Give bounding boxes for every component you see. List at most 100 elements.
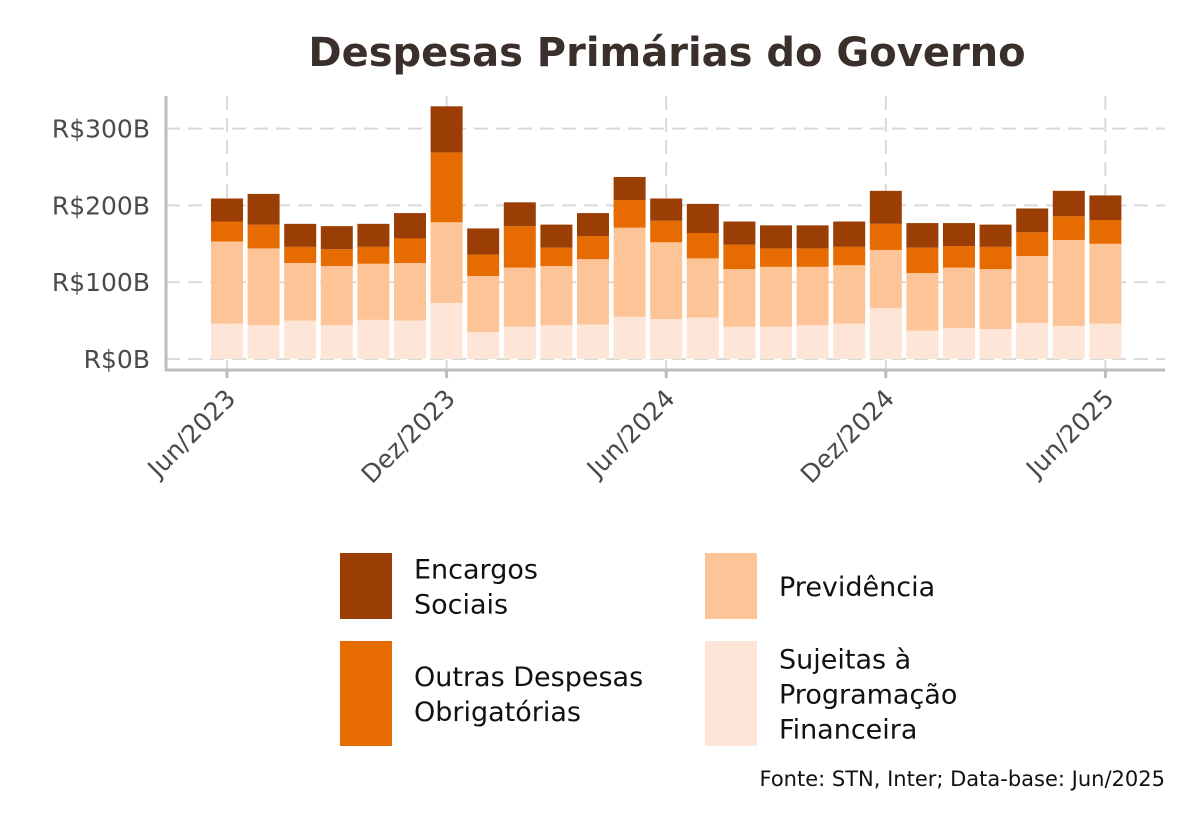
- bar-segment: [906, 330, 939, 359]
- bar-segment: [284, 223, 317, 247]
- bar-segment: [503, 226, 536, 268]
- bar-segment: [320, 249, 353, 267]
- legend-label: Sujeitas à Programação Financeira: [779, 644, 957, 745]
- bar-segment: [1089, 243, 1122, 324]
- bar-segment: [467, 228, 500, 255]
- bar-segment: [1089, 195, 1122, 220]
- bar-segment: [577, 324, 609, 359]
- bar-segment: [1052, 190, 1085, 217]
- source-note: Fonte: STN, Inter; Data-base: Jun/2025: [759, 767, 1165, 791]
- x-tick-label: Dez/2024: [795, 384, 900, 489]
- bar-segment: [394, 320, 426, 359]
- bar-segment: [577, 236, 609, 260]
- bar-segment: [943, 328, 975, 359]
- bar-segment: [247, 224, 280, 249]
- bar-segment: [723, 244, 756, 270]
- bar-segment: [320, 226, 353, 250]
- bar-segment: [760, 225, 792, 249]
- bar-segment: [467, 254, 500, 277]
- bar-segment: [979, 329, 1012, 359]
- bar-segment: [357, 223, 390, 247]
- bar-segment: [906, 272, 939, 331]
- bar-segment: [430, 106, 463, 153]
- legend-label: Previdência: [779, 572, 935, 603]
- legend: Encargos Sociais Previdência Outras Despesa…: [340, 553, 957, 746]
- bar-segment: [394, 238, 426, 263]
- bar-segment: [211, 198, 243, 222]
- y-tick-label: R$100B: [52, 268, 150, 297]
- y-tick-label: R$300B: [52, 115, 150, 144]
- bar-segment: [869, 223, 902, 250]
- bar-segment: [247, 248, 280, 326]
- bar-segment: [943, 267, 975, 329]
- bar-segment: [357, 246, 390, 264]
- bar-segment: [284, 246, 317, 263]
- bar-segment: [650, 220, 683, 243]
- bar-segment: [943, 223, 975, 247]
- bar-segment: [723, 269, 756, 327]
- bar-segment: [760, 326, 792, 359]
- bar-segment: [723, 326, 756, 359]
- bar-segment: [650, 198, 683, 221]
- legend-swatch: [340, 553, 392, 619]
- bar-segment: [394, 213, 426, 239]
- bar-segment: [979, 246, 1012, 270]
- legend-swatch: [705, 641, 757, 746]
- chart-title: Despesas Primárias do Governo: [308, 30, 1025, 76]
- bar-segment: [833, 221, 866, 247]
- bar-segment: [540, 224, 573, 248]
- bar-segment: [650, 319, 683, 359]
- bar-segment: [211, 241, 243, 324]
- bar-segment: [1016, 322, 1049, 359]
- bar-segment: [1089, 219, 1122, 244]
- bar-segment: [284, 263, 317, 321]
- bar-segment: [503, 202, 536, 227]
- bar-segment: [613, 200, 646, 228]
- bar-segment: [613, 316, 646, 359]
- bar-segment: [869, 308, 902, 359]
- bar-segment: [796, 325, 829, 359]
- bar-segment: [211, 323, 243, 359]
- bar-segment: [686, 258, 719, 318]
- legend-label: Outras Despesas Obrigatórias: [414, 662, 643, 728]
- bar-segment: [577, 259, 609, 325]
- y-tick-label: R$200B: [52, 191, 150, 220]
- bar-segment: [394, 263, 426, 321]
- bar-segment: [833, 265, 866, 324]
- bar-segment: [357, 263, 390, 320]
- x-tick-label: Jun/2025: [1019, 384, 1119, 484]
- bar-segment: [686, 233, 719, 259]
- bar-segment: [1052, 239, 1085, 326]
- bar-segment: [613, 176, 646, 201]
- bar-segment: [869, 249, 902, 309]
- bar-segment: [760, 266, 792, 327]
- bar-segment: [247, 193, 280, 225]
- bar-segment: [211, 221, 243, 242]
- bar-segment: [540, 266, 573, 326]
- x-tick-label: Jun/2024: [580, 384, 680, 484]
- bar-segment: [540, 247, 573, 267]
- bar-segment: [430, 222, 463, 303]
- bar-segment: [1016, 232, 1049, 257]
- bar-segment: [577, 213, 609, 237]
- bar-segment: [430, 152, 463, 223]
- bar-segment: [869, 190, 902, 224]
- bar-segment: [979, 224, 1012, 247]
- bar-segment: [320, 325, 353, 359]
- bar-segment: [1052, 216, 1085, 240]
- bar-segment: [467, 332, 500, 359]
- bar-segment: [906, 247, 939, 273]
- bar-segment: [357, 319, 390, 359]
- bar-segment: [906, 223, 939, 248]
- bars: [211, 106, 1122, 359]
- bar-segment: [503, 326, 536, 359]
- bar-segment: [650, 242, 683, 320]
- bar-segment: [833, 246, 866, 266]
- bar-segment: [1016, 256, 1049, 323]
- bar-segment: [503, 267, 536, 327]
- legend-label: Encargos Sociais: [414, 554, 538, 620]
- bar-segment: [540, 325, 573, 359]
- bar-segment: [943, 246, 975, 268]
- y-tick-label: R$0B: [84, 345, 150, 374]
